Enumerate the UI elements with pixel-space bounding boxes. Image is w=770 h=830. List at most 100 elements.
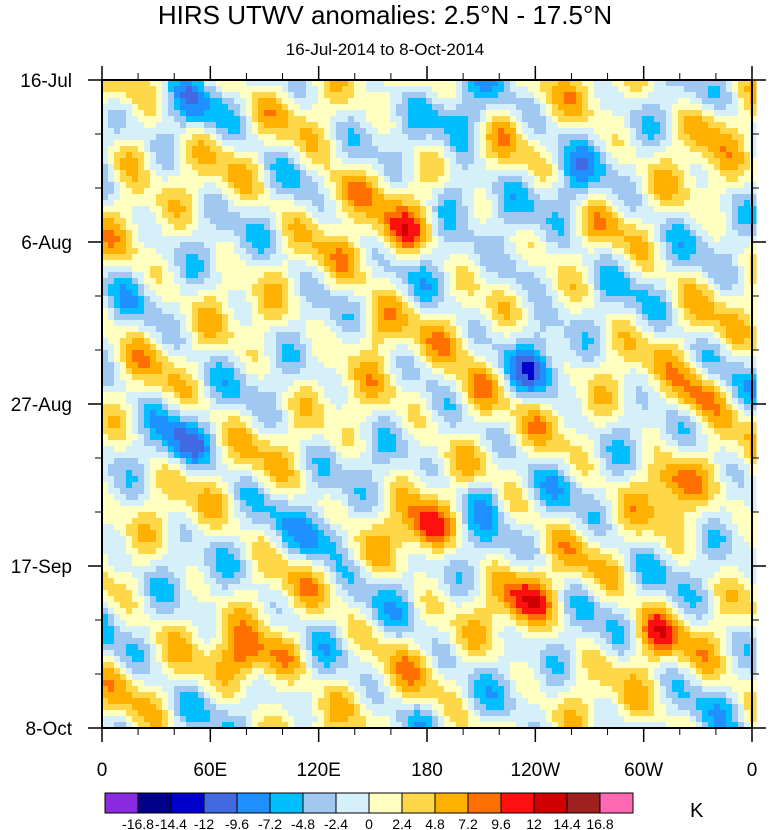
field-cell: [240, 134, 247, 141]
field-cell: [522, 338, 529, 345]
field-cell: [696, 170, 703, 177]
field-cell: [606, 236, 613, 243]
field-cell: [600, 242, 607, 249]
field-cell: [174, 194, 181, 201]
field-cell: [642, 128, 649, 135]
field-cell: [462, 212, 469, 219]
field-cell: [336, 224, 343, 231]
field-cell: [672, 242, 679, 249]
field-cell: [714, 224, 721, 231]
field-cell: [246, 134, 253, 141]
field-cell: [324, 128, 331, 135]
field-cell: [744, 314, 751, 321]
field-cell: [534, 284, 541, 291]
field-cell: [336, 182, 343, 189]
field-cell: [636, 170, 643, 177]
field-cell: [360, 212, 367, 219]
field-cell: [306, 266, 313, 273]
field-cell: [702, 158, 709, 165]
field-cell: [234, 266, 241, 273]
field-cell: [552, 272, 559, 279]
field-cell: [252, 140, 259, 147]
field-cell: [732, 296, 739, 303]
field-cell: [330, 266, 337, 273]
field-cell: [360, 302, 367, 309]
field-cell: [222, 104, 229, 111]
field-cell: [480, 122, 487, 129]
field-cell: [516, 242, 523, 249]
field-cell: [390, 158, 397, 165]
field-cell: [402, 134, 409, 141]
field-cell: [720, 302, 727, 309]
field-cell: [276, 206, 283, 213]
field-cell: [180, 302, 187, 309]
field-cell: [228, 122, 235, 129]
field-cell: [732, 236, 739, 243]
field-cell: [576, 134, 583, 141]
field-cell: [216, 326, 223, 333]
field-cell: [384, 110, 391, 117]
field-cell: [414, 98, 421, 105]
field-cell: [198, 230, 205, 237]
field-cell: [312, 158, 319, 165]
field-cell: [708, 206, 715, 213]
field-cell: [306, 188, 313, 195]
field-cell: [288, 206, 295, 213]
field-cell: [348, 98, 355, 105]
field-cell: [444, 152, 451, 159]
field-cell: [330, 242, 337, 249]
field-cell: [252, 200, 259, 207]
field-cell: [438, 302, 445, 309]
field-cell: [672, 254, 679, 261]
field-cell: [504, 98, 511, 105]
field-cell: [630, 296, 637, 303]
field-cell: [528, 86, 535, 93]
field-cell: [156, 164, 163, 171]
field-cell: [198, 254, 205, 261]
field-cell: [204, 230, 211, 237]
field-cell: [732, 320, 739, 327]
field-cell: [540, 290, 547, 297]
field-cell: [552, 86, 559, 93]
field-cell: [732, 206, 739, 213]
field-cell: [654, 110, 661, 117]
field-cell: [132, 320, 139, 327]
field-cell: [546, 320, 553, 327]
field-cell: [318, 80, 325, 87]
field-cell: [306, 212, 313, 219]
field-cell: [216, 338, 223, 345]
field-cell: [618, 230, 625, 237]
field-cell: [570, 338, 577, 345]
field-cell: [300, 170, 307, 177]
field-cell: [222, 128, 229, 135]
field-cell: [708, 104, 715, 111]
field-cell: [144, 254, 151, 261]
field-cell: [474, 194, 481, 201]
field-cell: [330, 176, 337, 183]
field-cell: [408, 236, 415, 243]
field-cell: [546, 326, 553, 333]
field-cell: [486, 314, 493, 321]
field-cell: [240, 284, 247, 291]
field-cell: [120, 134, 127, 141]
field-cell: [720, 284, 727, 291]
field-cell: [264, 170, 271, 177]
field-cell: [396, 200, 403, 207]
field-cell: [186, 140, 193, 147]
field-cell: [450, 164, 457, 171]
field-cell: [630, 158, 637, 165]
field-cell: [228, 230, 235, 237]
field-cell: [666, 104, 673, 111]
field-cell: [300, 272, 307, 279]
field-cell: [492, 98, 499, 105]
field-cell: [444, 218, 451, 225]
field-cell: [456, 158, 463, 165]
field-cell: [300, 284, 307, 291]
field-cell: [738, 170, 745, 177]
field-cell: [342, 80, 349, 87]
field-cell: [714, 116, 721, 123]
field-cell: [336, 86, 343, 93]
field-cell: [360, 200, 367, 207]
field-cell: [606, 224, 613, 231]
field-cell: [426, 206, 433, 213]
